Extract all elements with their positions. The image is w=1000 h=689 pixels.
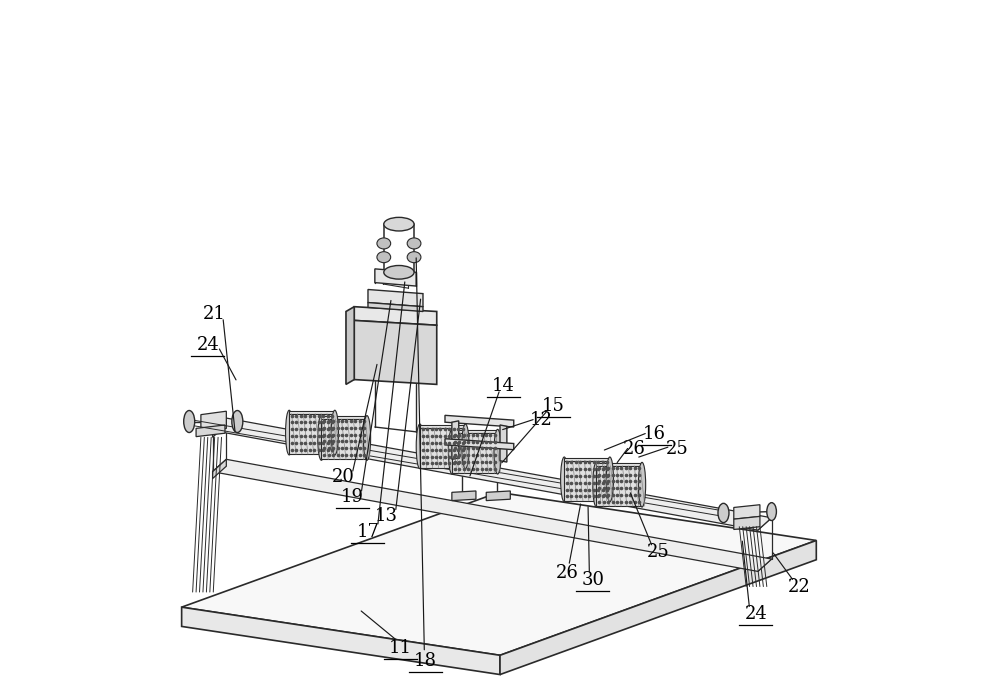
Ellipse shape — [448, 429, 456, 474]
Polygon shape — [213, 460, 772, 571]
Polygon shape — [420, 425, 465, 428]
Polygon shape — [452, 430, 498, 433]
Text: 15: 15 — [542, 398, 565, 415]
Polygon shape — [452, 433, 498, 473]
Ellipse shape — [462, 424, 469, 469]
Polygon shape — [196, 425, 225, 437]
Polygon shape — [734, 505, 760, 519]
Text: 30: 30 — [581, 570, 604, 588]
Ellipse shape — [561, 457, 568, 502]
Polygon shape — [375, 269, 416, 286]
Text: 13: 13 — [375, 507, 398, 526]
Ellipse shape — [767, 503, 776, 520]
Polygon shape — [445, 439, 514, 450]
Text: 16: 16 — [643, 425, 666, 443]
Ellipse shape — [606, 457, 613, 502]
Polygon shape — [452, 421, 459, 460]
Polygon shape — [564, 458, 610, 460]
Polygon shape — [420, 428, 465, 468]
Ellipse shape — [384, 265, 414, 279]
Text: 18: 18 — [414, 652, 437, 670]
Ellipse shape — [407, 238, 421, 249]
Text: 17: 17 — [357, 522, 379, 541]
Text: 25: 25 — [666, 440, 689, 458]
Polygon shape — [368, 302, 423, 311]
Ellipse shape — [407, 251, 421, 263]
Polygon shape — [445, 415, 514, 427]
Polygon shape — [213, 418, 772, 530]
Ellipse shape — [377, 251, 391, 263]
Polygon shape — [354, 320, 437, 384]
Polygon shape — [201, 411, 226, 435]
Text: 21: 21 — [203, 305, 226, 322]
Ellipse shape — [384, 217, 414, 231]
Ellipse shape — [318, 415, 325, 460]
Polygon shape — [213, 460, 226, 479]
Polygon shape — [213, 418, 226, 438]
Polygon shape — [500, 425, 507, 462]
Polygon shape — [182, 607, 500, 675]
Polygon shape — [734, 516, 760, 529]
Polygon shape — [289, 414, 335, 454]
Text: 24: 24 — [744, 605, 767, 623]
Polygon shape — [321, 419, 367, 460]
Text: 11: 11 — [389, 639, 412, 657]
Text: 22: 22 — [788, 577, 810, 595]
Ellipse shape — [377, 238, 391, 249]
Polygon shape — [564, 460, 610, 501]
Text: 20: 20 — [332, 468, 355, 486]
Ellipse shape — [416, 424, 424, 469]
Text: 24: 24 — [196, 336, 219, 353]
Text: 26: 26 — [556, 564, 579, 582]
Ellipse shape — [286, 410, 293, 455]
Polygon shape — [452, 491, 476, 501]
Ellipse shape — [593, 462, 600, 507]
Ellipse shape — [494, 429, 501, 474]
Polygon shape — [354, 307, 437, 325]
Ellipse shape — [232, 411, 243, 433]
Polygon shape — [486, 491, 510, 501]
Text: 26: 26 — [623, 440, 646, 458]
Text: 12: 12 — [530, 411, 553, 429]
Polygon shape — [368, 289, 423, 307]
Polygon shape — [596, 463, 642, 466]
Polygon shape — [289, 411, 335, 414]
Polygon shape — [500, 540, 816, 675]
Polygon shape — [346, 307, 354, 384]
Polygon shape — [321, 416, 367, 419]
Ellipse shape — [363, 415, 371, 460]
Text: 14: 14 — [492, 377, 515, 395]
Ellipse shape — [331, 410, 338, 455]
Ellipse shape — [718, 504, 729, 522]
Ellipse shape — [184, 411, 195, 433]
Ellipse shape — [638, 462, 646, 507]
Text: 25: 25 — [647, 543, 670, 561]
Text: 19: 19 — [341, 488, 364, 506]
Polygon shape — [182, 493, 816, 655]
Polygon shape — [596, 466, 642, 506]
